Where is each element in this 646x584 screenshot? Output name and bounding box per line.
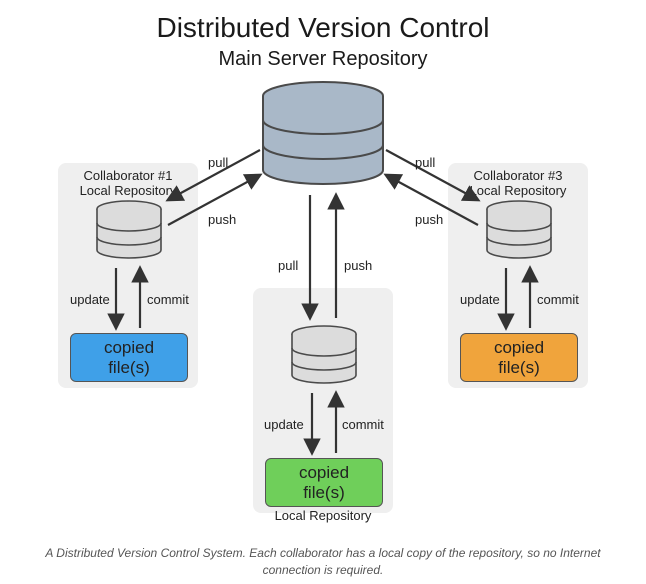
label-pull-1: pull (208, 155, 228, 170)
label-update-3: update (460, 292, 500, 307)
label-push-3: push (415, 212, 443, 227)
label-commit-1: commit (147, 292, 189, 307)
label-commit-2: commit (342, 417, 384, 432)
caption-line1: A Distributed Version Control System. Ea… (45, 546, 600, 560)
caption-line2: connection is required. (263, 563, 384, 577)
label-pull-3: pull (415, 155, 435, 170)
label-pull-2: pull (278, 258, 298, 273)
label-push-1: push (208, 212, 236, 227)
label-commit-3: commit (537, 292, 579, 307)
label-update-2: update (264, 417, 304, 432)
label-push-2: push (344, 258, 372, 273)
label-update-1: update (70, 292, 110, 307)
